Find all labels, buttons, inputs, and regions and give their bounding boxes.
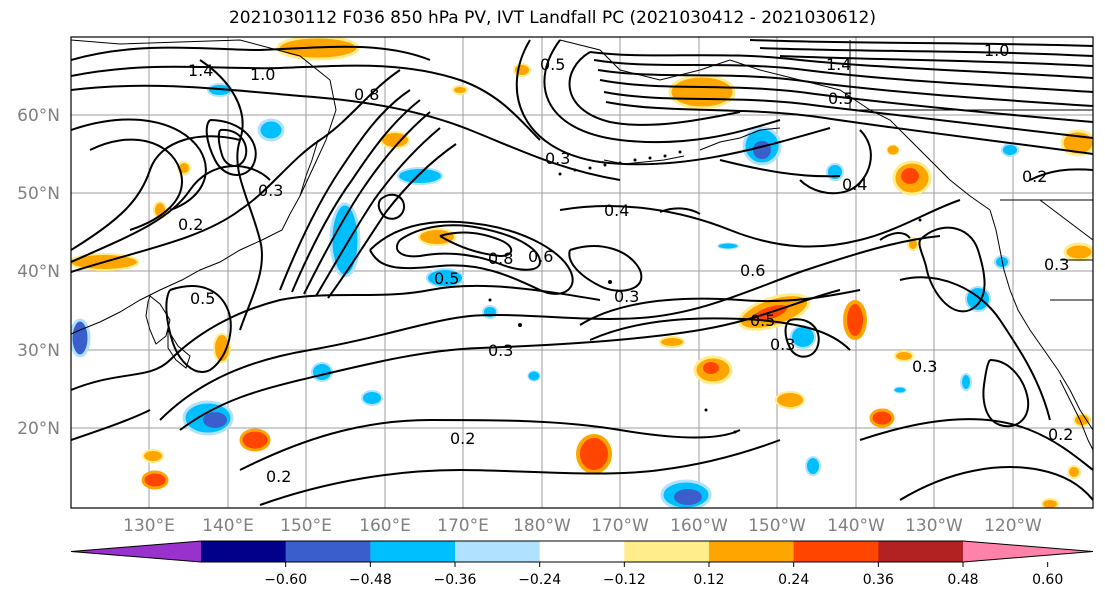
colorbar-segment <box>709 541 795 562</box>
contour-label: 0.5 <box>190 289 215 308</box>
colorbar-ticks: −0.60 −0.48 −0.36 −0.24 −0.12 0.12 0.24 0.36 0.4… <box>264 562 1063 588</box>
contour-label: 0.5 <box>540 55 565 74</box>
colorbar-extend-low <box>71 541 201 562</box>
colorbar-tick-label: −0.24 <box>518 572 561 588</box>
contour-label: 0.4 <box>604 201 629 220</box>
contour-label: 1.4 <box>826 55 851 74</box>
coastlines <box>71 39 1093 451</box>
lon-label: 160°W <box>670 516 728 536</box>
contour-label: 1.0 <box>250 65 275 84</box>
lon-label: 170°E <box>437 516 489 536</box>
latitude-labels: 60°N 50°N 40°N 30°N 20°N <box>17 106 60 439</box>
colorbar-tick-label: 0.60 <box>1032 572 1063 588</box>
colorbar-segments <box>70 540 1094 563</box>
colorbar-tick-label: 0.24 <box>778 572 809 588</box>
contour-labels: 1.4 1.0 0.8 0.5 0.3 0.2 0.3 0.4 0.8 0.6 … <box>178 41 1073 486</box>
colorbar-outline <box>70 540 1094 563</box>
colorbar-segment <box>539 541 625 562</box>
colorbar-segment <box>624 541 710 562</box>
lon-label: 130°E <box>123 516 175 536</box>
lat-label: 30°N <box>17 341 60 361</box>
map-frame <box>70 36 1094 509</box>
lat-label: 20°N <box>17 419 60 439</box>
contour-label: 0.5 <box>828 89 853 108</box>
colorbar-segment <box>370 541 456 562</box>
contour-label: 0.3 <box>1044 255 1069 274</box>
contour-label: 0.2 <box>266 467 291 486</box>
contour-label: 0.3 <box>488 341 513 360</box>
colorbar-extend-high <box>963 541 1093 562</box>
lon-label: 120°W <box>984 516 1042 536</box>
contour-label: 0.3 <box>258 181 283 200</box>
lon-label: 140°W <box>827 516 885 536</box>
contour-label: 0.5 <box>434 269 459 288</box>
lon-label: 170°W <box>591 516 649 536</box>
colorbar-tick-label: −0.12 <box>603 572 646 588</box>
colorbar-segment <box>878 541 964 562</box>
colorbar-segment <box>455 541 541 562</box>
contour-label: 0.3 <box>614 287 639 306</box>
lon-label: 160°E <box>359 516 411 536</box>
contour-label: 1.0 <box>984 41 1009 60</box>
colorbar-segment <box>285 541 371 562</box>
contour-label: 0.6 <box>528 247 553 266</box>
contour-label: 1.4 <box>188 61 213 80</box>
longitude-labels: 130°E 140°E 150°E 160°E 170°E 180°W 170°… <box>123 516 1042 536</box>
contour-label: 0.2 <box>450 429 475 448</box>
lon-label: 180°W <box>513 516 571 536</box>
colorbar-tick-label: −0.48 <box>349 572 392 588</box>
contour-label: 0.5 <box>750 311 775 330</box>
graticule <box>71 37 1093 508</box>
contour-label: 0.8 <box>488 249 513 268</box>
contour-label: 0.2 <box>1048 425 1073 444</box>
lat-label: 60°N <box>17 106 60 126</box>
lon-label: 150°W <box>748 516 806 536</box>
contour-label: 0.8 <box>354 85 379 104</box>
lat-label: 40°N <box>17 262 60 282</box>
colorbar-tick-label: 0.36 <box>863 572 894 588</box>
contour-label: 0.3 <box>545 149 570 168</box>
lon-label: 150°E <box>280 516 332 536</box>
colorbar-tick-label: −0.60 <box>264 572 307 588</box>
colorbar-tick-label: −0.36 <box>434 572 477 588</box>
ivt-contours <box>71 39 1093 506</box>
lon-label: 130°W <box>905 516 963 536</box>
colorbar-segment <box>793 541 879 562</box>
contour-label: 0.3 <box>770 335 795 354</box>
contour-label: 0.6 <box>740 261 765 280</box>
island-dots <box>488 150 922 434</box>
colorbar-tick-label: 0.48 <box>947 572 978 588</box>
contour-label: 0.2 <box>178 215 203 234</box>
lat-label: 50°N <box>17 184 60 204</box>
contour-label: 0.2 <box>1022 167 1047 186</box>
contour-label: 0.4 <box>842 175 867 194</box>
figure-title: 2021030112 F036 850 hPa PV, IVT Landfall… <box>228 8 876 28</box>
colorbar-segment <box>201 541 287 562</box>
contour-label: 0.3 <box>912 357 937 376</box>
colorbar-tick-label: 0.12 <box>693 572 724 588</box>
lon-label: 140°E <box>202 516 254 536</box>
pv-shading <box>71 37 1093 508</box>
colorbar: −0.60 −0.48 −0.36 −0.24 −0.12 0.12 0.24 0.36 0.4… <box>70 540 1094 588</box>
